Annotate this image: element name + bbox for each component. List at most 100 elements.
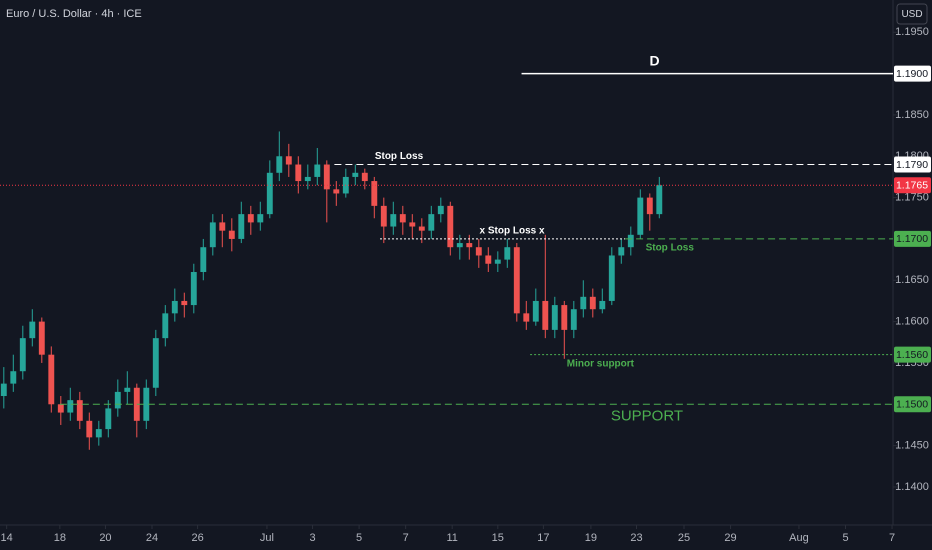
candle-body xyxy=(504,247,511,260)
candle-body xyxy=(599,300,606,310)
candle-body xyxy=(409,222,416,227)
candle-body xyxy=(67,400,74,413)
candle-body xyxy=(143,387,150,421)
level-label: Stop Loss xyxy=(646,243,695,254)
price-badge-label: 1.1900 xyxy=(896,68,928,80)
y-tick-label: 1.1600 xyxy=(895,316,929,328)
candle-body xyxy=(314,164,321,177)
x-tick-label: 15 xyxy=(492,532,504,544)
candle-body xyxy=(380,205,387,227)
candle-body xyxy=(152,338,159,388)
price-badge xyxy=(894,65,931,82)
candle-body xyxy=(323,164,330,190)
candle-body xyxy=(238,214,245,239)
candle-body xyxy=(428,214,435,231)
level-label: SUPPORT xyxy=(611,407,683,424)
y-tick-label: 1.1450 xyxy=(895,440,929,452)
candle-body xyxy=(447,205,454,248)
candle-body xyxy=(580,296,587,310)
candle-body xyxy=(228,230,235,239)
price-badge xyxy=(894,156,931,173)
level-label: Stop Loss xyxy=(375,151,424,162)
candle-body xyxy=(352,172,359,177)
candle-body xyxy=(656,185,663,215)
candle-body xyxy=(10,371,17,384)
candle-body xyxy=(219,222,226,231)
price-badge-label: 1.1765 xyxy=(896,179,928,191)
y-tick-label: 1.1850 xyxy=(895,109,929,121)
candle-body xyxy=(485,255,492,264)
candle-body xyxy=(266,172,273,215)
candle-body xyxy=(200,247,207,273)
x-tick-label: 29 xyxy=(724,532,736,544)
level-label: Minor support xyxy=(567,358,635,369)
x-tick-label: 7 xyxy=(403,532,409,544)
y-tick-label: 1.1400 xyxy=(895,481,929,493)
x-tick-label: 24 xyxy=(146,532,158,544)
candle-body xyxy=(371,181,378,206)
x-tick-label: 23 xyxy=(630,532,642,544)
chart-title: Euro / U.S. Dollar · 4h · ICE xyxy=(6,8,142,20)
candle-body xyxy=(333,189,340,194)
candle-body xyxy=(38,321,45,355)
x-tick-label: 18 xyxy=(54,532,66,544)
price-badge xyxy=(894,346,931,363)
y-tick-label: 1.1650 xyxy=(895,274,929,286)
candle-body xyxy=(285,156,292,165)
x-tick-label: 3 xyxy=(309,532,315,544)
candle-body xyxy=(637,197,644,235)
candle-body xyxy=(276,156,283,173)
x-tick-label: 5 xyxy=(842,532,848,544)
candle-body xyxy=(418,226,425,231)
candle-body xyxy=(608,255,615,301)
price-badge-label: 1.1560 xyxy=(896,349,928,361)
x-tick-label: 25 xyxy=(678,532,690,544)
candle-body xyxy=(29,321,36,339)
candle-body xyxy=(456,243,463,248)
candle-body xyxy=(513,247,520,314)
candle-body xyxy=(304,176,311,182)
x-tick-label: 14 xyxy=(1,532,13,544)
currency-label[interactable]: USD xyxy=(901,9,922,20)
candle-body xyxy=(190,272,197,306)
x-tick-label: 11 xyxy=(446,532,457,544)
candle-body xyxy=(618,247,625,256)
candle-body xyxy=(532,300,539,322)
candle-body xyxy=(494,259,501,264)
candle-body xyxy=(105,408,112,430)
level-label: x Stop Loss x xyxy=(480,226,545,237)
candle-body xyxy=(361,172,368,182)
candle-body xyxy=(475,247,482,256)
x-tick-label: 17 xyxy=(537,532,549,544)
x-tick-label: Aug xyxy=(789,532,809,544)
candle-body xyxy=(124,387,131,392)
candle-body xyxy=(86,420,93,438)
candle-body xyxy=(627,234,634,248)
candle-body xyxy=(646,197,653,215)
candle-body xyxy=(399,214,406,223)
candle-body xyxy=(561,305,568,330)
candle-body xyxy=(0,383,7,397)
candle-body xyxy=(19,338,26,372)
price-badge xyxy=(894,230,931,247)
price-badge xyxy=(894,177,931,194)
level-label: D xyxy=(649,52,659,68)
candle-body xyxy=(95,429,102,438)
candle-body xyxy=(57,404,64,413)
candle-body xyxy=(570,309,577,330)
price-badge-label: 1.1700 xyxy=(896,233,928,245)
candle-body xyxy=(257,214,264,223)
x-tick-label: 20 xyxy=(99,532,111,544)
plot-area: D Stop Loss x Stop Loss x Stop Loss Minor su… xyxy=(0,52,893,450)
candle-body xyxy=(523,313,530,322)
price-badge xyxy=(894,396,931,413)
candle-body xyxy=(295,164,302,182)
candle-body xyxy=(181,300,188,306)
x-tick-label: 19 xyxy=(585,532,597,544)
currency-box[interactable] xyxy=(896,3,928,25)
x-tick-label: 26 xyxy=(191,532,203,544)
candle-body xyxy=(247,214,254,223)
price-badge-label: 1.1500 xyxy=(896,399,928,411)
